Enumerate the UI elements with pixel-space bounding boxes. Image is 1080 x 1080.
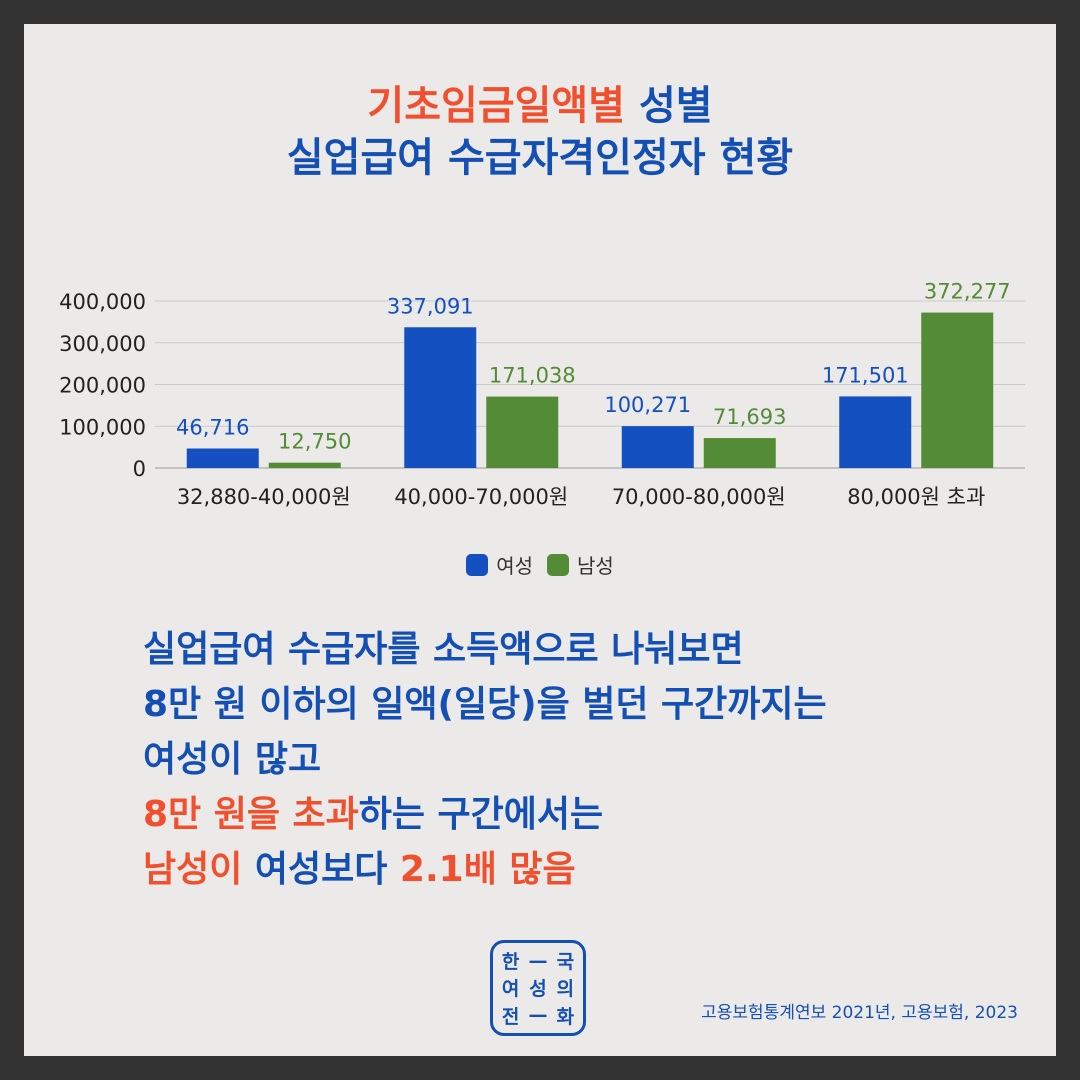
bar (404, 327, 477, 468)
summary-line-1: 실업급여 수급자를 소득액으로 나눠보면 (143, 629, 744, 670)
legend-item-female: 여성 (466, 550, 533, 579)
bar (839, 396, 912, 468)
card-background (24, 24, 1056, 1056)
title-rest: 성별 (638, 83, 713, 129)
summary-highlight-exceed: 8만 원을 초과 (143, 794, 359, 835)
bar (621, 426, 694, 468)
source-citation: 고용보험통계연보 2021년, 고용보험, 2023 (701, 1003, 1018, 1023)
y-tick-label: 400,000 (59, 290, 146, 314)
y-tick-label: 0 (133, 457, 146, 481)
bar (268, 462, 341, 468)
data-label: 100,271 (604, 393, 691, 417)
legend: 여성 남성 (0, 550, 1080, 579)
data-label: 171,038 (489, 364, 576, 388)
title-line-2: 실업급여 수급자격인정자 현황 (286, 135, 794, 181)
legend-label-female: 여성 (496, 554, 533, 578)
legend-swatch-male (547, 553, 569, 576)
summary-line-4: 8만 원을 초과하는 구간에서는 (143, 787, 1023, 842)
legend-label-male: 남성 (577, 554, 614, 578)
logo-char: 성 (529, 978, 547, 1001)
data-label: 337,091 (387, 294, 474, 318)
summary-line-3: 여성이 많고 (143, 739, 322, 780)
bar (186, 448, 259, 468)
data-label: 46,716 (176, 415, 249, 439)
y-tick-label: 300,000 (59, 332, 146, 356)
logo-char: 의 (556, 978, 575, 1001)
chart-title: 기초임금일액별 성별 실업급여 수급자격인정자 현황 (0, 80, 1080, 184)
data-label: 171,501 (822, 363, 909, 387)
logo-char: 여 (501, 978, 520, 1001)
logo-char: 전 (501, 1005, 520, 1028)
summary-line-4-rest: 하는 구간에서는 (358, 794, 604, 835)
logo-char: — (528, 1004, 548, 1027)
x-tick-label: 32,880-40,000원 (177, 485, 351, 509)
y-tick-label: 200,000 (59, 374, 146, 398)
summary-line-5-mid: 여성보다 (242, 849, 400, 890)
legend-swatch-female (466, 553, 489, 576)
data-label: 71,693 (713, 405, 786, 429)
bar (703, 438, 776, 468)
bar-chart: 0 100,000 200,000 300,000 400,000 46,716 12,75… (59, 280, 1025, 509)
x-tick-label: 80,000원 초과 (847, 485, 985, 509)
summary-text: 실업급여 수급자를 소득액으로 나눠보면 8만 원 이하의 일액(일당)을 벌던… (143, 622, 1023, 897)
data-label: 372,277 (924, 280, 1011, 304)
legend-item-male: 남성 (547, 550, 614, 579)
summary-line-5: 남성이 여성보다 2.1배 많음 (143, 842, 1023, 897)
logo-char: 한 (501, 951, 520, 974)
x-tick-label: 40,000-70,000원 (394, 485, 568, 509)
logo-char: — (528, 949, 548, 972)
x-tick-label: 70,000-80,000원 (612, 485, 786, 509)
logo-char: 화 (556, 1005, 575, 1028)
title-line-1: 기초임금일액별 성별 (0, 80, 1080, 132)
bar (486, 396, 559, 468)
summary-highlight-ratio: 2.1배 많음 (399, 849, 576, 890)
summary-highlight-male: 남성이 (143, 849, 243, 890)
data-label: 12,750 (278, 430, 351, 454)
y-tick-label: 100,000 (59, 415, 146, 439)
organization-logo: 한 — 국 여 성 의 전 — 화 (490, 940, 586, 1036)
summary-line-2: 8만 원 이하의 일액(일당)을 벌던 구간까지는 (143, 684, 827, 725)
title-accent: 기초임금일액별 (367, 83, 626, 129)
logo-char: 국 (556, 951, 575, 974)
bar (921, 312, 994, 468)
